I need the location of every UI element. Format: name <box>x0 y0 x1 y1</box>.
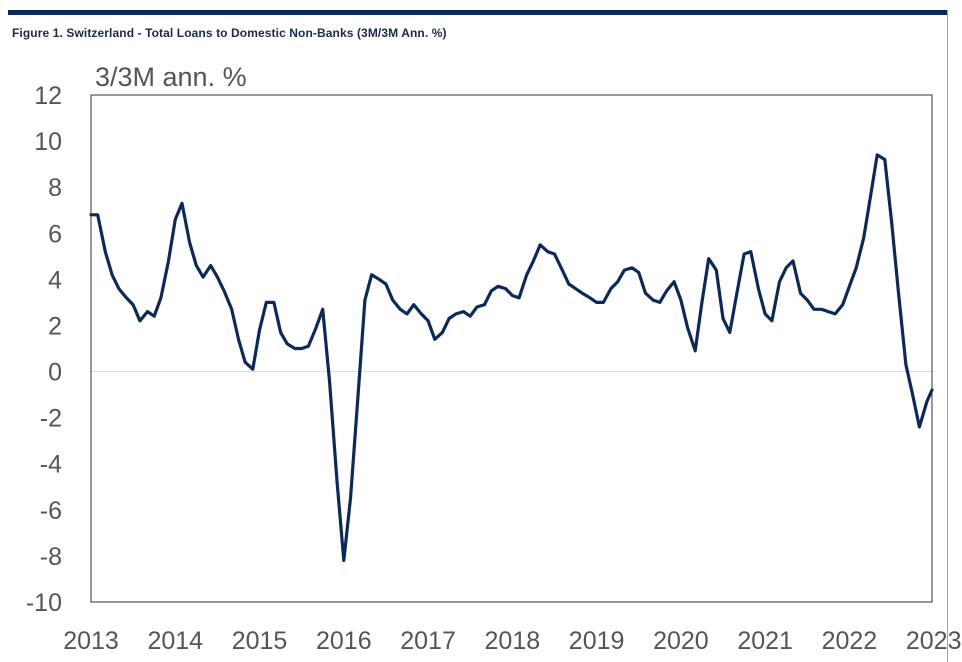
x-tick-label: 2018 <box>485 627 541 655</box>
x-tick-label: 2014 <box>147 627 203 655</box>
y-tick-label: 10 <box>34 128 62 156</box>
y-tick-label: 12 <box>34 82 62 110</box>
x-tick-label: 2015 <box>232 627 288 655</box>
y-tick-label: 4 <box>48 266 62 294</box>
y-axis-ticks: 12 10 8 6 4 2 0 -2 -4 -6 -8 -10 <box>26 82 62 617</box>
y-tick-label: 0 <box>48 359 62 387</box>
y-tick-label: -8 <box>40 543 62 571</box>
x-tick-label: 2013 <box>63 627 119 655</box>
y-tick-label: -4 <box>40 451 62 479</box>
unit-label: 3/3M ann. % <box>95 62 247 92</box>
x-tick-label: 2019 <box>569 627 625 655</box>
x-tick-label: 2020 <box>653 627 709 655</box>
y-tick-label: -10 <box>26 589 62 617</box>
y-tick-label: 6 <box>48 220 62 248</box>
x-axis-ticks: 2013 2014 2015 2016 2017 2018 2019 2020 2021 2022… <box>63 627 961 655</box>
y-tick-label: -6 <box>40 497 62 525</box>
figure-title: Figure 1. Switzerland - Total Loans to D… <box>12 26 447 40</box>
x-tick-label: 2021 <box>737 627 793 655</box>
y-tick-label: -2 <box>40 405 62 433</box>
x-tick-label: 2022 <box>822 627 878 655</box>
x-tick-label: 2017 <box>400 627 456 655</box>
x-tick-label: 2016 <box>316 627 372 655</box>
x-tick-label: 2023 <box>906 627 962 655</box>
series-line <box>89 153 934 563</box>
right-border <box>947 10 948 662</box>
top-rule <box>8 10 948 15</box>
y-tick-label: 2 <box>48 312 62 340</box>
y-tick-label: 8 <box>48 174 62 202</box>
plot-frame <box>90 94 933 603</box>
